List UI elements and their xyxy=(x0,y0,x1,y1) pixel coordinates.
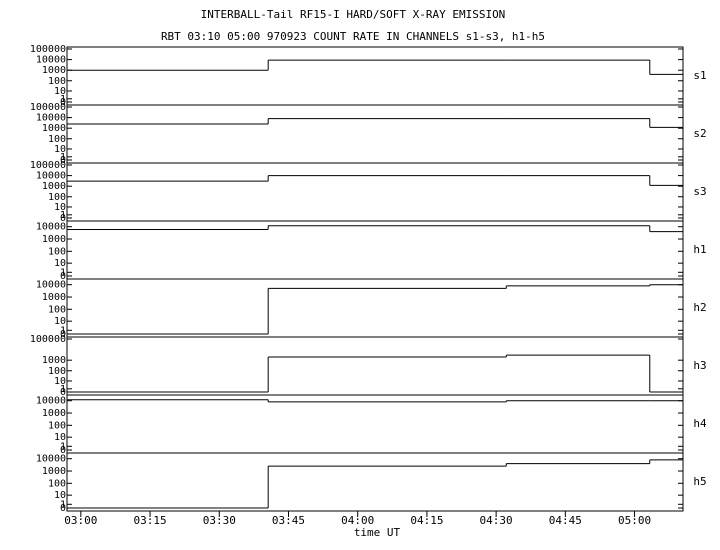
panel-label: h1 xyxy=(693,243,706,256)
y-tick-label: 0 xyxy=(60,271,66,282)
y-tick-label: 100 xyxy=(48,246,66,257)
y-tick-label: 100000 xyxy=(30,160,66,171)
y-tick-label: 10 xyxy=(54,258,66,269)
y-tick-label: 100 xyxy=(48,366,66,377)
x-tick-label: 04:00 xyxy=(341,514,374,527)
panel-label: h4 xyxy=(693,417,707,430)
x-tick-label: 04:30 xyxy=(480,514,513,527)
y-tick-label: 100000 xyxy=(30,44,66,55)
y-tick-label: 1000 xyxy=(42,355,66,366)
y-tick-label: 0 xyxy=(60,329,66,340)
y-tick-label: 1000 xyxy=(42,181,66,192)
x-tick-label: 03:30 xyxy=(203,514,236,527)
panel-label: h3 xyxy=(693,359,706,372)
y-tick-label: 1000 xyxy=(42,65,66,76)
panel-frame xyxy=(66,162,684,222)
y-tick-label: 10 xyxy=(54,316,66,327)
y-tick-label: 100 xyxy=(48,134,66,145)
y-tick-label: 1 xyxy=(60,499,66,510)
y-tick-label: 10 xyxy=(54,144,66,155)
y-tick-label: 100 xyxy=(48,76,66,87)
x-tick-label: 05:00 xyxy=(618,514,651,527)
panel-frame xyxy=(66,336,684,396)
x-axis-label: time UT xyxy=(354,526,401,539)
y-tick-label: 10 xyxy=(54,86,66,97)
panel-frame xyxy=(66,46,684,106)
y-tick-label: 10000 xyxy=(36,113,66,124)
y-tick-label: 0 xyxy=(60,155,66,166)
y-tick-label: 100 xyxy=(48,192,66,203)
x-tick-label: 03:15 xyxy=(133,514,166,527)
y-tick-label: 100 xyxy=(48,420,66,431)
y-tick-label: 10000 xyxy=(36,280,66,291)
y-tick-label: 1 xyxy=(60,152,66,163)
y-tick-label: 0 xyxy=(60,97,66,108)
y-tick-label: 1 xyxy=(60,267,66,278)
y-tick-label: 1 xyxy=(60,210,66,221)
y-tick-label: 1 xyxy=(60,94,66,105)
y-tick-label: 1 xyxy=(60,384,66,395)
y-tick-label: 0 xyxy=(60,213,66,224)
y-tick-label: 1000 xyxy=(42,123,66,134)
y-tick-label: 10 xyxy=(54,376,66,387)
panel-label: h5 xyxy=(693,475,706,488)
chart-subtitle: RBT 03:10 05:00 970923 COUNT RATE IN CHA… xyxy=(161,30,545,43)
chart-title: INTERBALL-Tail RF15-I HARD/SOFT X-RAY EM… xyxy=(201,8,506,21)
y-tick-label: 0 xyxy=(60,445,66,456)
y-tick-label: 10000 xyxy=(36,55,66,66)
panel-label: s2 xyxy=(693,127,706,140)
x-tick-label: 04:15 xyxy=(410,514,443,527)
y-tick-label: 10 xyxy=(54,432,66,443)
y-tick-label: 100 xyxy=(48,478,66,489)
panel-frame xyxy=(66,104,684,164)
y-tick-label: 100 xyxy=(48,304,66,315)
panel-frame xyxy=(66,452,684,512)
y-tick-label: 1000 xyxy=(42,234,66,245)
y-tick-label: 10000 xyxy=(36,171,66,182)
y-tick-label: 0 xyxy=(60,503,66,514)
y-tick-label: 1 xyxy=(60,325,66,336)
y-tick-label: 0 xyxy=(60,387,66,398)
y-tick-label: 10000 xyxy=(36,396,66,407)
x-tick-label: 03:45 xyxy=(272,514,305,527)
y-tick-label: 10 xyxy=(54,490,66,501)
panel-label: h2 xyxy=(693,301,706,314)
y-tick-label: 10000 xyxy=(36,454,66,465)
panel-label: s1 xyxy=(693,69,706,82)
panel-frame xyxy=(66,394,684,454)
x-tick-label: 03:00 xyxy=(64,514,97,527)
y-tick-label: 1 xyxy=(60,441,66,452)
panel-frame xyxy=(66,278,684,338)
y-tick-label: 1000 xyxy=(42,292,66,303)
y-tick-label: 100000 xyxy=(30,334,66,345)
y-tick-label: 100000 xyxy=(30,102,66,113)
y-tick-label: 1000 xyxy=(42,466,66,477)
panel-label: s3 xyxy=(693,185,706,198)
x-tick-label: 04:45 xyxy=(549,514,582,527)
y-tick-label: 1000 xyxy=(42,408,66,419)
y-tick-label: 10 xyxy=(54,202,66,213)
y-tick-label: 10000 xyxy=(36,222,66,233)
